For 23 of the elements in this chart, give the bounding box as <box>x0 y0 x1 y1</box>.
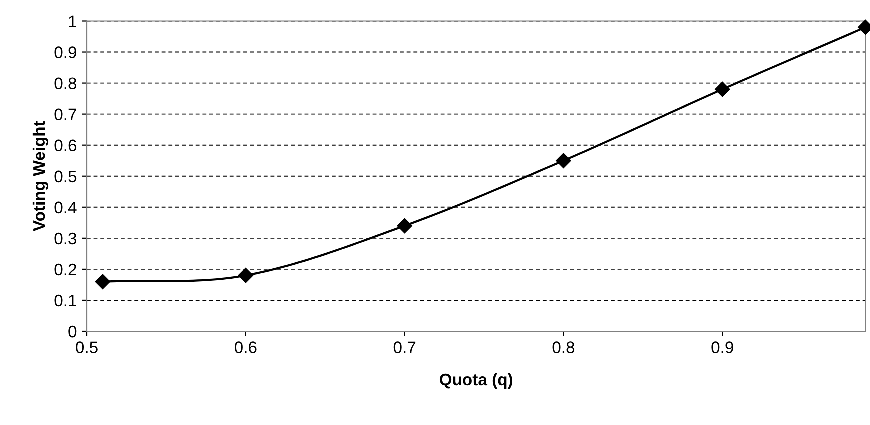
x-tick-label: 0.7 <box>394 342 416 354</box>
y-tick-label: 0.4 <box>54 202 77 214</box>
y-tick-label: 0.9 <box>54 46 76 58</box>
y-tick-label: 0.8 <box>54 78 77 90</box>
point <box>238 268 254 284</box>
point <box>397 218 412 234</box>
y-tick-label: 0.7 <box>54 108 76 121</box>
y-tick-label: 0.6 <box>54 140 77 152</box>
x-tick-label: 0.6 <box>234 342 257 354</box>
x-tick-label: 0.5 <box>76 342 98 354</box>
x-tick-label: 0.9 <box>712 342 734 354</box>
point <box>556 153 572 168</box>
y-tick-label: 1 <box>69 16 76 28</box>
y-axis-title: Voting Weight <box>32 121 49 232</box>
y-tick-label: 0 <box>68 326 77 338</box>
point <box>715 82 730 98</box>
x-tick-label: 0.8 <box>552 342 575 354</box>
y-tick-label: 0.1 <box>54 294 76 307</box>
y-tick-label: 0.3 <box>54 232 77 245</box>
point <box>95 274 110 290</box>
y-tick-label: 0.2 <box>54 264 76 276</box>
x-axis-title: Quota (q) <box>440 373 513 389</box>
y-tick-label: 0.5 <box>54 170 77 183</box>
